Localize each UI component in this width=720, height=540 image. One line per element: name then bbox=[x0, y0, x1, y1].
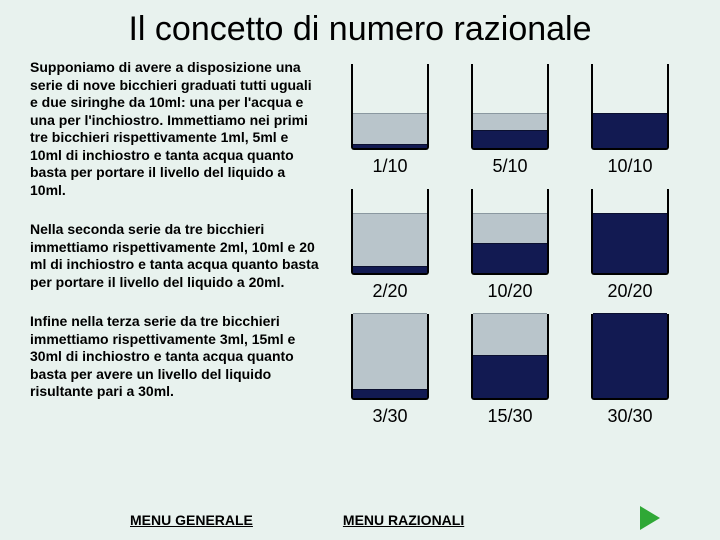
body: Supponiamo di avere a disposizione una s… bbox=[30, 59, 690, 427]
beaker-icon bbox=[351, 189, 429, 275]
beaker-cell: 30/30 bbox=[575, 314, 685, 427]
beaker-icon bbox=[471, 314, 549, 400]
ink-fill bbox=[473, 243, 547, 273]
beaker-icon bbox=[591, 314, 669, 400]
ink-fill bbox=[353, 144, 427, 148]
beaker-icon bbox=[351, 64, 429, 150]
water-fill bbox=[353, 213, 427, 273]
water-fill bbox=[353, 313, 427, 398]
beaker-cell: 1/10 bbox=[335, 64, 445, 177]
ink-fill bbox=[353, 266, 427, 273]
ink-fill bbox=[593, 213, 667, 273]
beaker-row: 3/30 15/30 30/30 bbox=[330, 314, 690, 427]
paragraph: Infine nella terza serie da tre bicchier… bbox=[30, 313, 320, 401]
beaker-icon bbox=[471, 64, 549, 150]
fraction-label: 30/30 bbox=[607, 406, 652, 427]
ink-fill bbox=[473, 130, 547, 148]
menu-generale-link[interactable]: MENU GENERALE bbox=[130, 512, 253, 528]
beaker-icon bbox=[351, 314, 429, 400]
fraction-label: 20/20 bbox=[607, 281, 652, 302]
ink-fill bbox=[473, 355, 547, 398]
ink-fill bbox=[593, 313, 667, 398]
fraction-label: 3/30 bbox=[372, 406, 407, 427]
fraction-label: 10/10 bbox=[607, 156, 652, 177]
fraction-label: 15/30 bbox=[487, 406, 532, 427]
beaker-icon bbox=[471, 189, 549, 275]
text-column: Supponiamo di avere a disposizione una s… bbox=[30, 59, 330, 427]
next-arrow-icon[interactable] bbox=[640, 506, 660, 530]
beaker-icon bbox=[591, 189, 669, 275]
slide: Il concetto di numero razionale Supponia… bbox=[0, 0, 720, 540]
beaker-cell: 3/30 bbox=[335, 314, 445, 427]
page-title: Il concetto di numero razionale bbox=[30, 10, 690, 49]
menu-razionali-link[interactable]: MENU RAZIONALI bbox=[343, 512, 464, 528]
beaker-cell: 5/10 bbox=[455, 64, 565, 177]
beaker-cell: 15/30 bbox=[455, 314, 565, 427]
beaker-row: 2/20 10/20 20/20 bbox=[330, 189, 690, 302]
beaker-cell: 2/20 bbox=[335, 189, 445, 302]
ink-fill bbox=[593, 113, 667, 148]
beaker-icon bbox=[591, 64, 669, 150]
beaker-row: 1/10 5/10 10/10 bbox=[330, 64, 690, 177]
paragraph: Nella seconda serie da tre bicchieri imm… bbox=[30, 221, 320, 291]
paragraph: Supponiamo di avere a disposizione una s… bbox=[30, 59, 320, 199]
ink-fill bbox=[353, 389, 427, 398]
fraction-label: 5/10 bbox=[492, 156, 527, 177]
beaker-cell: 20/20 bbox=[575, 189, 685, 302]
fraction-label: 10/20 bbox=[487, 281, 532, 302]
footer-links: MENU GENERALE MENU RAZIONALI bbox=[0, 512, 720, 528]
fraction-label: 2/20 bbox=[372, 281, 407, 302]
fraction-label: 1/10 bbox=[372, 156, 407, 177]
beaker-grid: 1/10 5/10 10/10 2/20 10/20 20/20 3/30 15/30 30/3… bbox=[330, 59, 690, 427]
beaker-cell: 10/10 bbox=[575, 64, 685, 177]
beaker-cell: 10/20 bbox=[455, 189, 565, 302]
